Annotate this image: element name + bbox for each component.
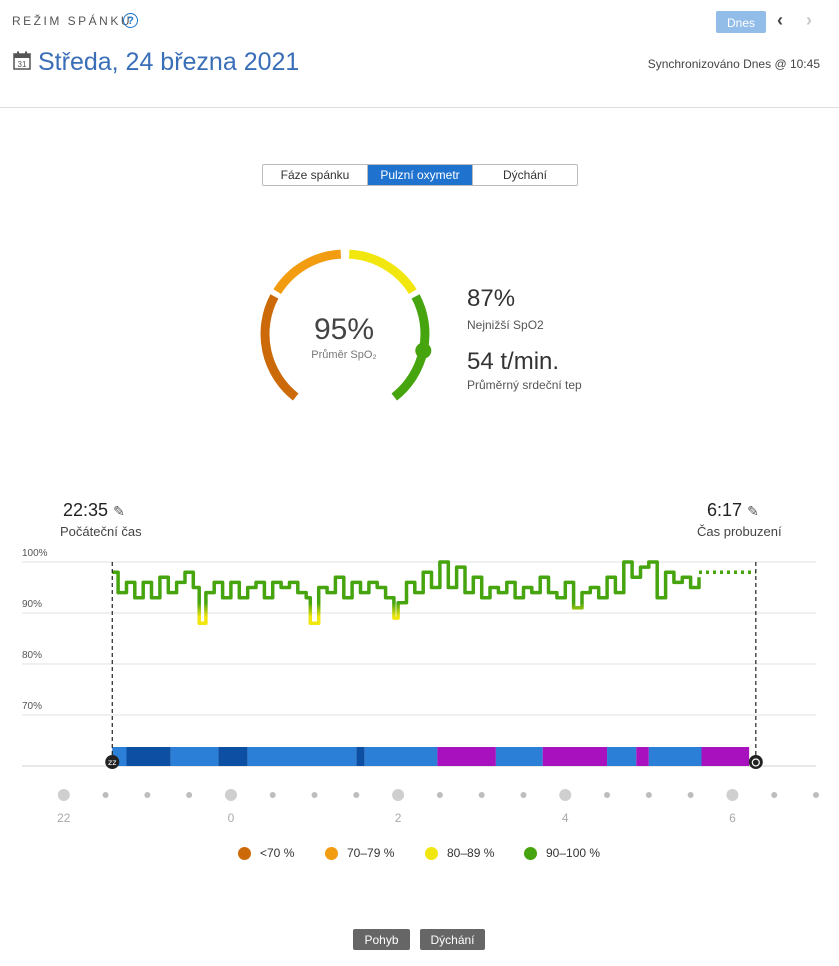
view-tabs: Fáze spánku Pulzní oxymetr Dýchání: [262, 164, 578, 186]
legend-dot: [325, 846, 338, 860]
breathing-button[interactable]: Dýchání: [420, 929, 485, 950]
tab-pulse-oximeter[interactable]: Pulzní oxymetr: [367, 165, 472, 185]
average-spo2-value: 95%: [313, 313, 375, 346]
legend-dot: [425, 846, 438, 860]
legend-label: <70 %: [260, 846, 295, 860]
date-title: Středa, 24 března 2021: [38, 48, 300, 76]
header-divider: [0, 107, 839, 108]
page-title: REŽIM SPÁNKU: [12, 14, 133, 28]
gauge-segment-lt70: [260, 294, 299, 401]
sleep-stage-deep: [126, 747, 171, 766]
legend-label: 70–79 %: [347, 846, 395, 860]
calendar-icon: 31: [13, 51, 31, 70]
spo2-line: [112, 560, 701, 625]
average-spo2-label: Průměr SpO₂: [311, 349, 377, 361]
tab-sleep-stages[interactable]: Fáze spánku: [280, 168, 350, 182]
chevron-right-icon[interactable]: ›: [806, 10, 812, 30]
x-minor-dot: [813, 792, 819, 798]
gauge-segment-80-89: [348, 249, 417, 295]
legend-label: 90–100 %: [546, 846, 601, 860]
edit-end-pencil-icon[interactable]: ✎: [747, 503, 759, 519]
legend-item-90-100: 90–100 %: [524, 846, 600, 860]
sleep-stage-rem: [542, 747, 608, 766]
x-minor-dot: [436, 792, 443, 798]
calendar-day: 31: [18, 60, 27, 69]
sleep-stage-rem: [437, 747, 496, 766]
start-time-value: 22:35: [63, 500, 109, 520]
x-major-dot: [392, 789, 405, 801]
y-tick-label: 90%: [22, 599, 42, 610]
x-minor-dot: [186, 792, 193, 798]
heart-rate-label: Průměrný srdeční tep: [467, 378, 582, 392]
start-time: 22:35 ✎: [63, 500, 125, 521]
x-minor-dot: [144, 792, 151, 798]
sleep-stage-deep: [218, 747, 248, 766]
x-minor-dot: [645, 792, 652, 798]
legend-item-70-79: 70–79 %: [325, 846, 394, 860]
gauge-segment-70-79: [273, 249, 342, 295]
x-minor-dot: [604, 792, 611, 798]
heart-rate-value: 54 t/min.: [467, 348, 560, 375]
legend: <70 % 70–79 % 80–89 % 90–100 %: [0, 846, 839, 866]
movement-button[interactable]: Pohyb: [353, 929, 410, 950]
sleep-start-icon: [105, 755, 120, 769]
sleep-stage-light: [495, 747, 543, 766]
sync-status: Synchronizováno Dnes @ 10:45: [647, 57, 820, 71]
x-major-dot: [559, 789, 572, 801]
sleep-stage-rem: [701, 747, 750, 766]
gauge-marker: [415, 342, 432, 359]
spo2-gauge: [260, 249, 432, 401]
sleep-stage-deep: [356, 747, 365, 766]
x-minor-dot: [311, 792, 318, 798]
x-minor-dot: [771, 792, 778, 798]
x-tick-label: 0: [228, 811, 235, 825]
start-time-label: Počáteční čas: [60, 524, 142, 539]
tab-breathing[interactable]: Dýchání: [472, 165, 577, 185]
lowest-spo2-value: 87%: [467, 285, 516, 312]
sleep-start-glyph: zz: [108, 758, 116, 767]
x-tick-label: 22: [57, 811, 71, 825]
x-minor-dot: [269, 792, 276, 798]
legend-item-lt70: <70 %: [238, 846, 294, 860]
lowest-spo2-label: Nejnižší SpO2: [467, 318, 544, 332]
legend-dot: [524, 846, 537, 860]
x-minor-dot: [478, 792, 485, 798]
x-minor-dot: [687, 792, 694, 798]
legend-dot: [238, 846, 251, 860]
sleep-stage-light: [607, 747, 637, 766]
sleep-stage-rem: [636, 747, 649, 766]
x-major-dot: [57, 789, 70, 801]
legend-item-80-89: 80–89 %: [425, 846, 494, 860]
end-time-label: Čas probuzení: [697, 524, 782, 539]
y-tick-label: 80%: [22, 650, 42, 661]
x-tick-label: 6: [729, 811, 736, 825]
sleep-stage-light: [364, 747, 438, 766]
y-tick-label: 70%: [22, 701, 42, 712]
end-time: 6:17 ✎: [707, 500, 759, 521]
x-minor-dot: [102, 792, 109, 798]
spo2-chart: 100% 90% 80% 70% zz 22 0 2 4 6: [22, 548, 819, 825]
x-tick-label: 4: [562, 811, 569, 825]
x-tick-label: 2: [395, 811, 402, 825]
x-minor-dot: [520, 792, 527, 798]
sleep-stage-light: [648, 747, 702, 766]
y-tick-label: 100%: [22, 548, 48, 559]
x-major-dot: [224, 789, 237, 801]
end-time-value: 6:17: [707, 500, 743, 520]
help-icon[interactable]: ?: [123, 13, 138, 28]
legend-label: 80–89 %: [447, 846, 495, 860]
chevron-left-icon[interactable]: ‹: [777, 10, 783, 30]
x-major-dot: [726, 789, 739, 801]
x-minor-dot: [353, 792, 360, 798]
sleep-stage-light: [247, 747, 357, 766]
edit-start-pencil-icon[interactable]: ✎: [113, 503, 125, 519]
sleep-stage-light: [170, 747, 219, 766]
today-button[interactable]: Dnes: [716, 11, 766, 33]
alarm-clock-face: [751, 758, 760, 767]
alarm-clock-icon: [748, 755, 763, 769]
